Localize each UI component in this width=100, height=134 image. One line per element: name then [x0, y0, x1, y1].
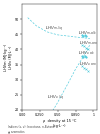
Point — [81, 65, 83, 67]
Text: Indices (s, v): Isooctane, n-Butane
▲ aromatics: Indices (s, v): Isooctane, n-Butane ▲ ar… — [8, 124, 55, 134]
Text: $LHV_{v,alk}$: $LHV_{v,alk}$ — [78, 49, 96, 57]
Point — [81, 55, 83, 57]
Y-axis label: LHVm (MJ·kg⁻¹)
LHVv (MJ·L⁻¹): LHVm (MJ·kg⁻¹) LHVv (MJ·L⁻¹) — [4, 43, 13, 70]
Point — [88, 48, 89, 50]
Point — [81, 44, 83, 46]
Text: $LHV_{v,liq}$: $LHV_{v,liq}$ — [47, 93, 64, 102]
X-axis label: ρ  density at 15 °C
(kg·L⁻¹): ρ density at 15 °C (kg·L⁻¹) — [43, 119, 76, 128]
Point — [88, 70, 89, 72]
Point — [86, 56, 87, 58]
Point — [83, 56, 84, 58]
Point — [83, 66, 85, 69]
Point — [83, 35, 84, 37]
Point — [81, 34, 83, 36]
Point — [86, 35, 87, 38]
Text: $LHV_{m,aro}$: $LHV_{m,aro}$ — [79, 39, 98, 46]
Text: $LHV_{v,aro}$: $LHV_{v,aro}$ — [79, 60, 97, 68]
Text: $LHV_{m,liq}$: $LHV_{m,liq}$ — [45, 24, 63, 33]
Point — [86, 46, 87, 49]
Point — [84, 55, 86, 57]
Text: $LHV_{m,alk}$: $LHV_{m,alk}$ — [78, 29, 97, 37]
Point — [84, 34, 86, 37]
Point — [86, 68, 87, 70]
Point — [83, 45, 85, 47]
